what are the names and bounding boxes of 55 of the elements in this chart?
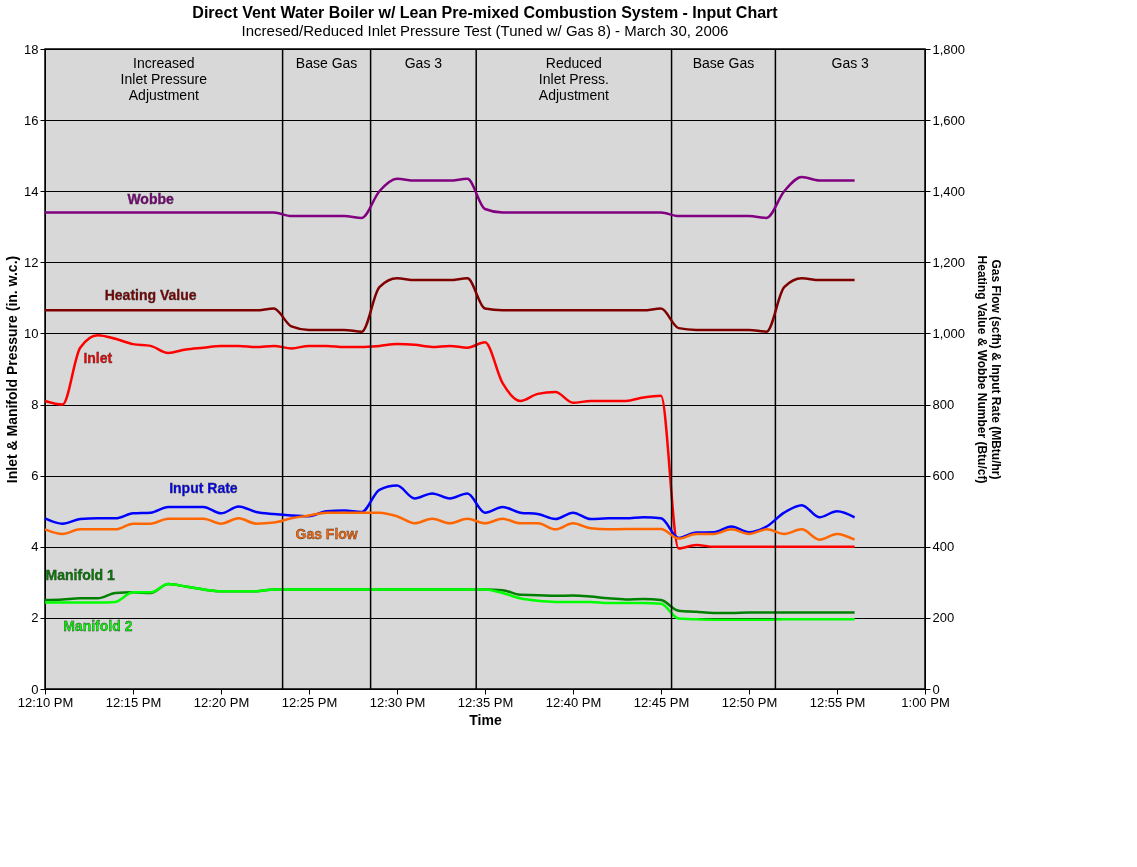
annotation: Gas 3 bbox=[831, 55, 870, 71]
x-axis-title: Time bbox=[469, 711, 502, 728]
series-label: Input Rate bbox=[169, 479, 238, 496]
annotation: Increased Inlet Pressure Adjustment bbox=[120, 55, 208, 103]
series-label: Manifold 2 bbox=[63, 617, 133, 634]
y2-tick-label: 1,000 bbox=[932, 325, 966, 341]
y2-tick-label: 1,800 bbox=[932, 41, 966, 57]
y-tick-label: 14 bbox=[24, 183, 39, 199]
x-tick-label: 12:45 PM bbox=[633, 694, 690, 710]
y-tick-label: 16 bbox=[24, 112, 39, 128]
y-tick-label: 12 bbox=[24, 254, 39, 270]
series-label: Heating Value bbox=[104, 287, 197, 304]
y2-tick-label: 400 bbox=[932, 539, 955, 555]
y-tick-label: 8 bbox=[31, 397, 39, 413]
line-series bbox=[43, 484, 856, 540]
chart-title: Direct Vent Water Boiler w/ Lean Pre-mixed Combustion System - Input Chart bbox=[192, 4, 779, 21]
x-tick-label: 12:20 PM bbox=[193, 694, 250, 710]
y2-tick-label: 1,400 bbox=[932, 183, 966, 199]
annotation: Reduced Inlet Press. Adjustment bbox=[538, 55, 609, 103]
x-tick-label: 12:40 PM bbox=[545, 694, 602, 710]
series-label: Inlet bbox=[83, 350, 113, 367]
chart-subtitle: Incresed/Reduced Inlet Pressure Test (Tuned w/ Gas 8) - March 30, 2006 bbox=[241, 22, 729, 39]
x-tick-label: 12:30 PM bbox=[369, 694, 426, 710]
y2-tick-label: 1,600 bbox=[932, 112, 966, 128]
y2-tick-label: 1,200 bbox=[932, 254, 966, 270]
series-label: Manifold 1 bbox=[45, 567, 116, 584]
y-tick-label: 6 bbox=[31, 468, 39, 484]
x-tick-label: 12:25 PM bbox=[281, 694, 338, 710]
y2-axis-title: Gas Flow (scfh) & Input Rate (MBtu/hr) Heating Value & Wobbe Number (Btu/cf) bbox=[975, 255, 1004, 484]
annotation: Base Gas bbox=[692, 55, 755, 71]
line-series bbox=[43, 511, 856, 541]
x-tick-label: 12:15 PM bbox=[105, 694, 162, 710]
y2-tick-label: 800 bbox=[932, 397, 955, 413]
y-tick-label: 4 bbox=[31, 539, 39, 555]
series-label: Wobbe bbox=[127, 190, 175, 207]
x-tick-label: 12:55 PM bbox=[809, 694, 866, 710]
y-tick-label: 0 bbox=[31, 681, 39, 697]
x-tick-label: 12:35 PM bbox=[457, 694, 514, 710]
y-tick-label: 18 bbox=[24, 41, 39, 57]
series-label: Gas Flow bbox=[295, 525, 358, 542]
y-axis-title: Inlet & Manifold Pressure (in. w.c.) bbox=[4, 255, 21, 484]
y2-tick-label: 600 bbox=[932, 468, 955, 484]
annotation: Base Gas bbox=[295, 55, 358, 71]
line-series bbox=[43, 175, 856, 220]
x-tick-label: 12:50 PM bbox=[721, 694, 778, 710]
line-series bbox=[43, 277, 856, 333]
line-series bbox=[43, 582, 856, 621]
y-tick-label: 2 bbox=[31, 610, 39, 626]
y2-tick-label: 0 bbox=[932, 681, 940, 697]
line-series bbox=[43, 333, 856, 550]
y2-tick-label: 200 bbox=[932, 610, 955, 626]
x-tick-label: 12:10 PM bbox=[17, 694, 74, 710]
annotation: Gas 3 bbox=[404, 55, 443, 71]
y-tick-label: 10 bbox=[24, 325, 39, 341]
x-tick-label: 1:00 PM bbox=[901, 694, 950, 710]
